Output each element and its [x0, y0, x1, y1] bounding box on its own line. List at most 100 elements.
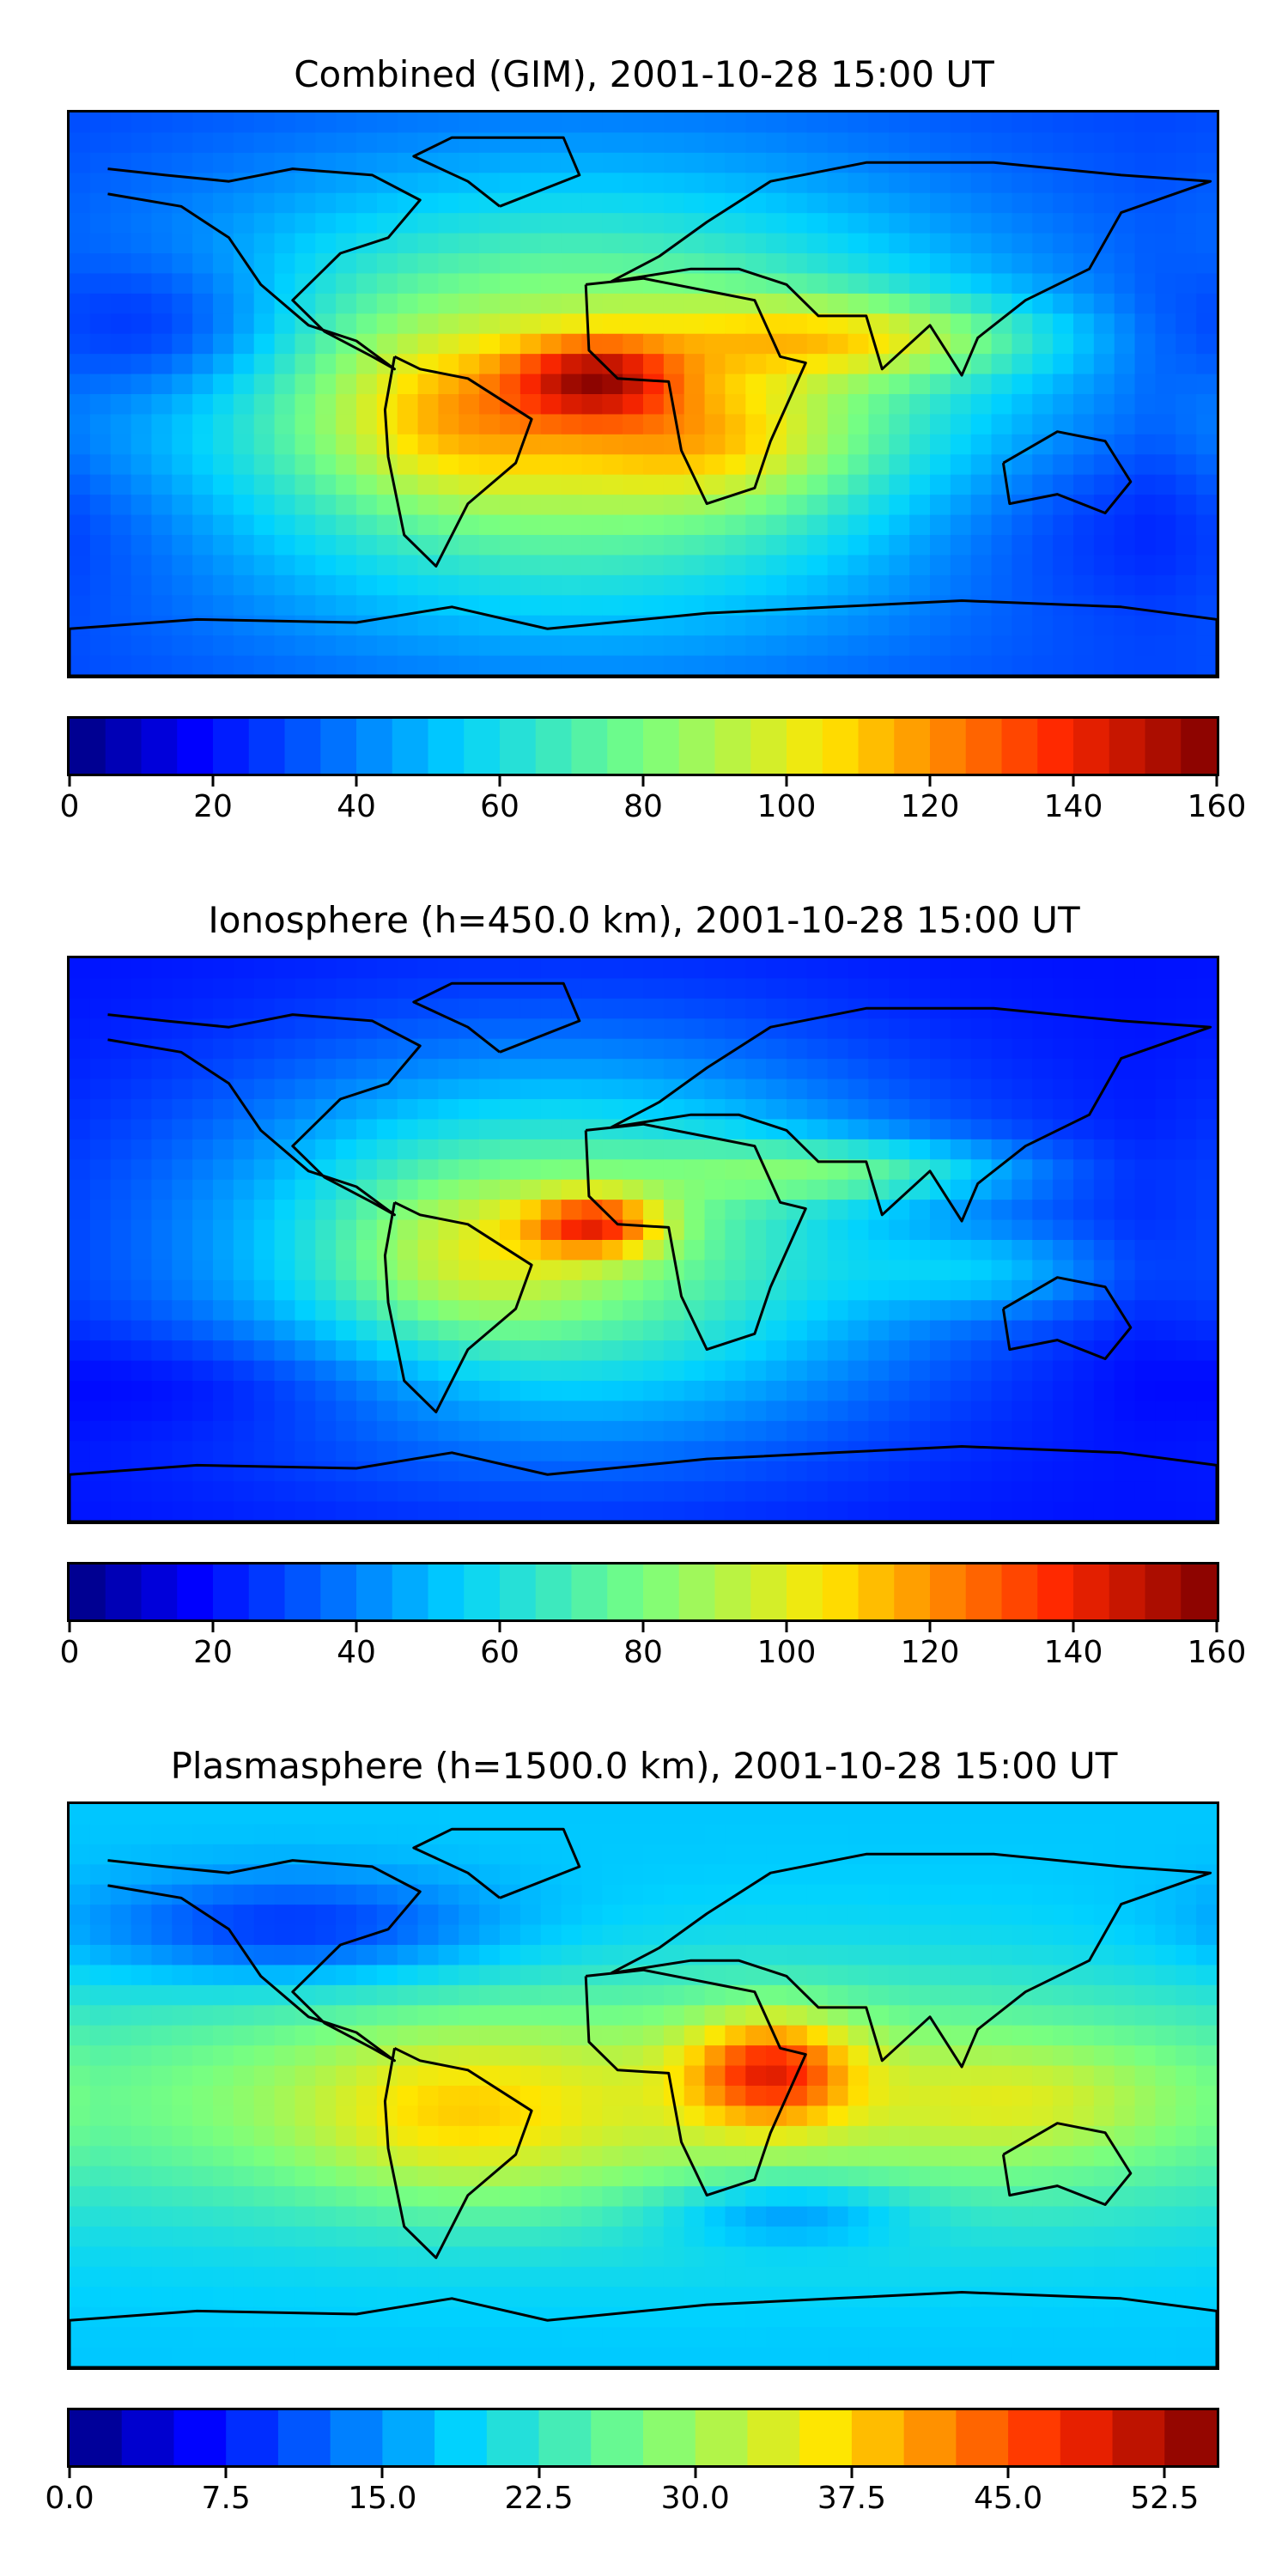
heatmap-cell [663, 1420, 685, 1442]
heatmap-cell [868, 1099, 890, 1121]
heatmap-cell [459, 1501, 480, 1522]
heatmap-cell [1134, 1340, 1157, 1362]
heatmap-cell [213, 2146, 234, 2167]
heatmap-cell [643, 2327, 665, 2348]
heatmap-cell [1114, 1984, 1136, 2006]
heatmap-cell [602, 555, 623, 576]
heatmap-cell [438, 1099, 459, 1121]
heatmap-cell [315, 2065, 337, 2087]
heatmap-cell [704, 998, 726, 1019]
colorbar-segment [177, 719, 214, 774]
heatmap-cell [1012, 1038, 1033, 1060]
heatmap-cell [1053, 1300, 1074, 1321]
heatmap-cell [806, 2186, 829, 2208]
heatmap-cell [827, 514, 849, 536]
heatmap-cell [827, 635, 849, 657]
heatmap-cell [233, 354, 255, 375]
heatmap-cell [1176, 273, 1197, 295]
heatmap-cell [787, 2287, 808, 2308]
heatmap-cell [397, 1945, 419, 1966]
heatmap-cell [438, 1078, 459, 1100]
heatmap-cell [683, 132, 706, 154]
heatmap-cell [868, 192, 890, 214]
heatmap-cell [151, 253, 173, 275]
heatmap-cell [1032, 958, 1054, 980]
heatmap-cell [233, 2065, 255, 2087]
heatmap-cell [1093, 574, 1115, 596]
heatmap-cell [643, 2045, 665, 2067]
heatmap-cell [683, 635, 706, 657]
heatmap-cell [1053, 2065, 1074, 2087]
heatmap-cell [827, 2327, 849, 2348]
heatmap-cell [806, 1461, 829, 1482]
heatmap-cell [950, 1905, 972, 1926]
heatmap-cell [683, 1279, 706, 1301]
heatmap-cell [336, 2306, 357, 2328]
heatmap-cell [1176, 495, 1197, 516]
heatmap-cell [602, 1501, 623, 1522]
heatmap-cell [1093, 2146, 1115, 2167]
heatmap-cell [1093, 1119, 1115, 1140]
heatmap-cell [991, 293, 1013, 314]
heatmap-cell [500, 2246, 521, 2268]
heatmap-cell [213, 2347, 234, 2367]
heatmap-cell [930, 2287, 951, 2308]
heatmap-cell [110, 2246, 132, 2268]
heatmap-cell [1114, 2206, 1136, 2227]
heatmap-cell [1155, 1018, 1176, 1040]
heatmap-cell [519, 1905, 542, 1926]
heatmap-cell [89, 293, 112, 314]
heatmap-cell [1155, 958, 1176, 980]
heatmap-cell [213, 1844, 234, 1865]
heatmap-cell [233, 1481, 255, 1503]
heatmap-cell [295, 1360, 316, 1382]
heatmap-cell [643, 635, 665, 657]
heatmap-cell [643, 112, 665, 134]
heatmap-cell [806, 233, 829, 254]
heatmap-cell [745, 1400, 767, 1422]
heatmap-cell [787, 1038, 808, 1060]
heatmap-cell [479, 1965, 501, 1986]
heatmap-cell [151, 1279, 173, 1301]
heatmap-cell [623, 1400, 644, 1422]
heatmap-cell [376, 1139, 398, 1160]
heatmap-cell [868, 2327, 890, 2348]
heatmap-cell [274, 132, 296, 154]
heatmap-cell [172, 313, 193, 335]
heatmap-cell [970, 574, 993, 596]
heatmap-cell [233, 1179, 255, 1200]
heatmap-cell [500, 2125, 521, 2147]
heatmap-cell [1134, 1260, 1157, 1281]
heatmap-cell [1093, 152, 1115, 173]
heatmap-cell [909, 293, 931, 314]
heatmap-cell [438, 1481, 459, 1503]
heatmap-cell [274, 2025, 296, 2046]
heatmap-cell [172, 1884, 193, 1905]
heatmap-cell [70, 1038, 91, 1060]
heatmap-cell [417, 655, 440, 676]
heatmap-cell [295, 354, 316, 375]
heatmap-cell [1093, 1300, 1115, 1321]
heatmap-cell [89, 1501, 112, 1522]
heatmap-cell [868, 213, 890, 234]
heatmap-cell [131, 1078, 153, 1100]
heatmap-cell [233, 293, 255, 314]
heatmap-cell [540, 2065, 562, 2087]
heatmap-cell [376, 2005, 398, 2026]
combined-colorbar-svg [70, 719, 1217, 774]
heatmap-cell [1134, 1360, 1157, 1382]
heatmap-cell [376, 1441, 398, 1462]
heatmap-cell [663, 192, 685, 214]
heatmap-cell [683, 1099, 706, 1121]
heatmap-cell [459, 253, 480, 275]
heatmap-cell [909, 1824, 931, 1845]
heatmap-cell [172, 394, 193, 416]
heatmap-cell [787, 2105, 808, 2127]
heatmap-cell [561, 233, 583, 254]
heatmap-cell [623, 1884, 644, 1905]
heatmap-cell [930, 1420, 951, 1442]
heatmap-cell [1196, 1119, 1217, 1140]
heatmap-cell [70, 414, 91, 435]
heatmap-cell [1176, 1945, 1197, 1966]
heatmap-cell [519, 454, 542, 476]
